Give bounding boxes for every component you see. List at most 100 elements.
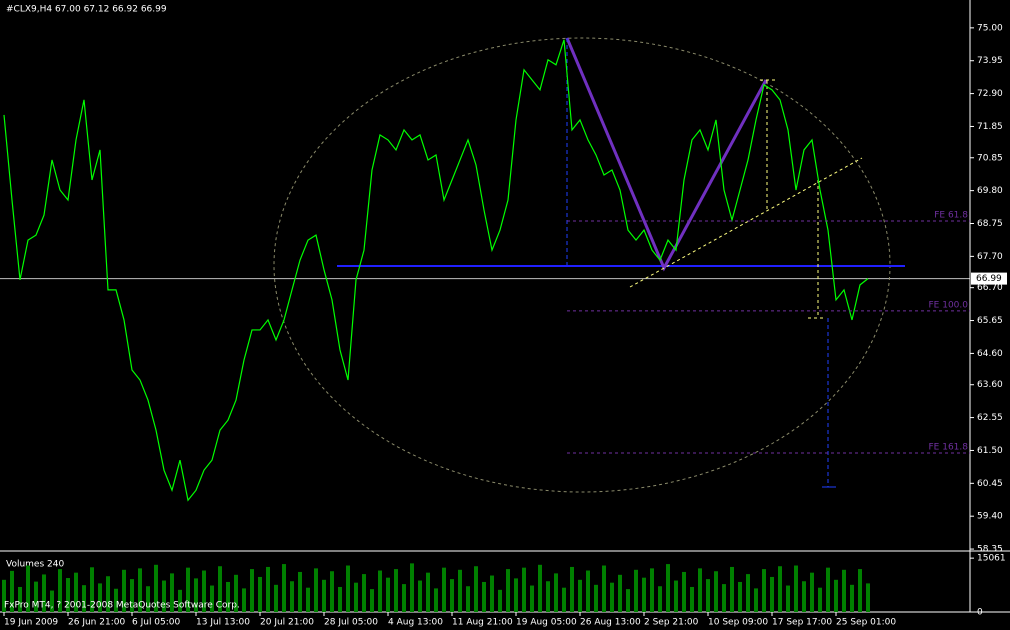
volume-bar xyxy=(338,586,342,612)
y-tick-label: 75.00 xyxy=(977,23,1003,33)
volume-bar xyxy=(666,564,670,612)
price-line xyxy=(3,39,869,502)
volume-bar xyxy=(218,566,222,612)
volume-bar xyxy=(266,566,270,612)
x-tick-label: 2 Sep 21:00 xyxy=(644,618,699,628)
volume-bar xyxy=(506,569,510,612)
footer: FxPro MT4, ? 2001-2008 MetaQuotes Softwa… xyxy=(4,601,240,611)
x-tick-label: 26 Jun 21:00 xyxy=(68,618,125,628)
volume-bar xyxy=(850,584,854,612)
volume-bar xyxy=(746,574,750,612)
volume-bar xyxy=(250,569,254,612)
volume-bar xyxy=(554,573,558,612)
volume-bar xyxy=(66,578,70,612)
x-tick-label: 20 Jul 21:00 xyxy=(260,618,314,628)
volume-bar xyxy=(570,566,574,612)
volume-bar xyxy=(762,569,766,612)
volume-bar xyxy=(714,571,718,612)
volume-bar xyxy=(562,587,566,612)
volume-bar xyxy=(306,587,310,612)
volume-bar xyxy=(786,585,790,612)
volume-bar xyxy=(258,576,262,612)
volume-bar xyxy=(290,581,294,612)
volume-bar xyxy=(530,585,534,612)
volume-bar xyxy=(418,580,422,612)
volume-bar xyxy=(210,585,214,612)
x-tick-label: 4 Aug 13:00 xyxy=(388,618,443,628)
volume-bar xyxy=(514,578,518,612)
volume-bar xyxy=(634,569,638,612)
volume-bar xyxy=(298,571,302,612)
volume-bar xyxy=(794,565,798,612)
volume-bar xyxy=(778,566,782,612)
y-tick-label: 60.45 xyxy=(977,479,1003,489)
y-tick-label: 15061 xyxy=(977,554,1006,564)
volume-bar xyxy=(826,567,830,612)
volume-bar xyxy=(42,574,46,612)
y-tick-label: 72.90 xyxy=(977,89,1003,99)
volume-bar xyxy=(114,588,118,612)
fib-label: FE 61.8 xyxy=(934,211,968,221)
volume-bar xyxy=(106,576,110,612)
volume-bar xyxy=(314,568,318,612)
volume-bar xyxy=(698,568,702,612)
volume-bar xyxy=(402,584,406,612)
volume-bar xyxy=(234,574,238,612)
volume-bar xyxy=(122,569,126,612)
volume-bar xyxy=(594,584,598,612)
volume-bar xyxy=(346,565,350,612)
volume-bar xyxy=(370,589,374,612)
x-tick-label: 17 Sep 17:00 xyxy=(772,618,832,628)
x-tick-label: 13 Jul 13:00 xyxy=(196,618,250,628)
volume-bar xyxy=(810,572,814,612)
volume-bar xyxy=(482,581,486,612)
volume-bar xyxy=(170,573,174,612)
trend-line xyxy=(629,157,863,288)
volume-bar xyxy=(738,581,742,612)
y-tick-label: 69.80 xyxy=(977,186,1003,196)
volume-bar xyxy=(146,586,150,612)
y-tick-label: 65.65 xyxy=(977,316,1003,326)
volume-bar xyxy=(82,585,86,612)
volume-bar xyxy=(138,568,142,612)
volume-bar xyxy=(682,571,686,612)
volume-bar xyxy=(578,579,582,612)
volume-bar xyxy=(98,583,102,612)
volume-bar xyxy=(162,580,166,612)
y-tick-label: 61.50 xyxy=(977,446,1003,456)
x-tick-label: 28 Jul 05:00 xyxy=(324,618,378,628)
y-tick-label: 58.35 xyxy=(977,545,1003,555)
volume-bar xyxy=(674,580,678,612)
volume-bar xyxy=(706,579,710,612)
y-tick-label: 73.95 xyxy=(977,56,1003,66)
volume-bar xyxy=(410,563,414,612)
volume-bar xyxy=(274,584,278,612)
current-price-box xyxy=(971,272,1007,285)
x-tick-label: 19 Jun 2009 xyxy=(4,618,58,628)
volume-bar xyxy=(26,565,30,612)
volume-bar xyxy=(730,566,734,612)
chart-title: #CLX9,H4 67.00 67.12 66.92 66.99 xyxy=(6,5,167,15)
x-tick-label: 19 Aug 05:00 xyxy=(516,618,577,628)
volume-bar xyxy=(394,569,398,612)
volume-bar xyxy=(242,588,246,612)
volume-bar xyxy=(226,581,230,612)
volume-bar xyxy=(490,575,494,612)
volume-bar xyxy=(522,567,526,612)
volume-bar xyxy=(10,570,14,612)
x-tick-label: 11 Aug 21:00 xyxy=(452,618,513,628)
volume-bar xyxy=(858,569,862,612)
y-tick-label: 59.40 xyxy=(977,512,1003,522)
volume-bar xyxy=(690,586,694,612)
volume-bar xyxy=(362,574,366,612)
volume-bar xyxy=(474,566,478,612)
volume-bar xyxy=(650,568,654,612)
y-tick-label: 62.55 xyxy=(977,413,1003,423)
volume-bar xyxy=(658,586,662,612)
volume-bar xyxy=(538,564,542,612)
volume-bar xyxy=(18,586,22,612)
current-price-label: 66.99 xyxy=(976,274,1002,284)
